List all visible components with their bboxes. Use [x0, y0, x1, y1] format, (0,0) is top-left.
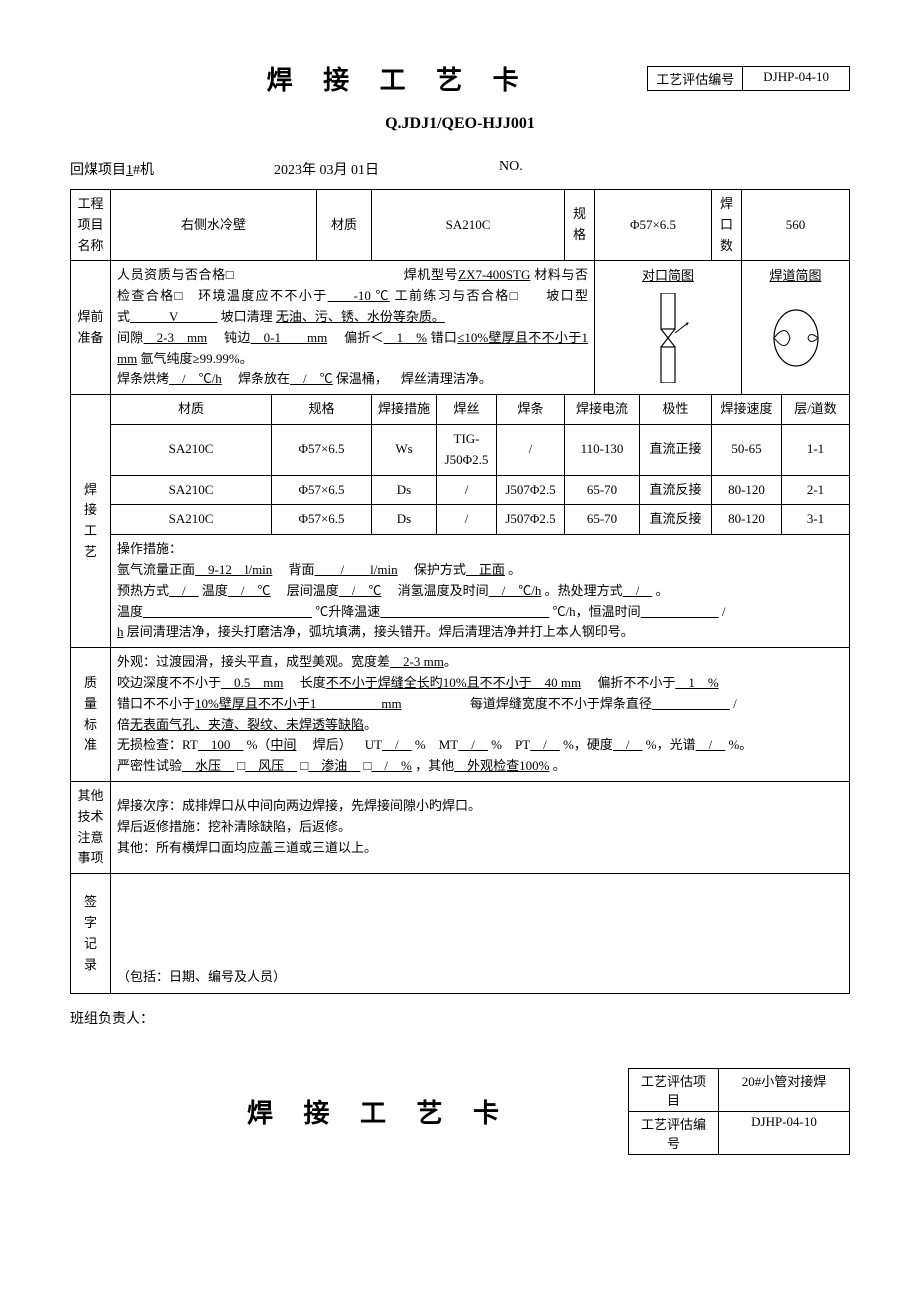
info-spec-label: 规格: [565, 190, 595, 261]
info-material-label: 材质: [317, 190, 372, 261]
quality-label: 质量标准: [71, 648, 111, 782]
header-row: 焊 接 工 艺 卡 工艺评估编号 DJHP-04-10: [70, 60, 850, 97]
eval-num-value: DJHP-04-10: [743, 67, 849, 90]
params-row-1: SA210C Φ57×6.5 Ds / J507Φ2.5 65-70 直流反接 …: [71, 475, 850, 505]
ph-7: 焊接速度: [712, 395, 782, 425]
ph-4: 焊条: [497, 395, 565, 425]
params-row-0: SA210C Φ57×6.5 Ws TIG-J50Φ2.5 / 110-130 …: [71, 424, 850, 475]
op-row: 操作措施： 氩气流量正面 9-12 l/min 背面 / l/min 保护方式 …: [71, 535, 850, 648]
page-title: 焊 接 工 艺 卡: [150, 60, 647, 97]
joint-diagram-icon: [643, 293, 693, 383]
notes-content: 焊接次序：成排焊口从中间向两边焊接，先焊接间隙小旳焊口。 焊后返修措施：挖补清除…: [111, 781, 850, 873]
notes-label: 其他技术注意事项: [71, 781, 111, 873]
info-project-label: 工程 项目 名称: [71, 190, 111, 261]
params-row-2: SA210C Φ57×6.5 Ds / J507Φ2.5 65-70 直流反接 …: [71, 505, 850, 535]
prep-row: 焊前准备 人员资质与否合格□ 焊机型号ZX7-400STG 材料与否检查合格□ …: [71, 261, 850, 395]
weld-pass-diagram-icon: [766, 293, 826, 383]
ph-0: 材质: [111, 395, 272, 425]
supervisor-line: 班组负责人：: [70, 1008, 850, 1028]
params-header: 焊接工艺 材质 规格 焊接措施 焊丝 焊条 焊接电流 极性 焊接速度 层/道数: [71, 395, 850, 425]
doc-subtitle: Q.JDJ1/QEO-HJJ001: [70, 115, 850, 133]
params-section-label: 焊接工艺: [71, 395, 111, 648]
meta-row: 回煤项目1#机 2023年 03月 01日 NO.: [70, 159, 850, 179]
second-header-row: 焊 接 工 艺 卡 工艺评估项目 20#小管对接焊 工艺评估编号 DJHP-04…: [70, 1068, 850, 1155]
ph-6: 极性: [640, 395, 712, 425]
op-content: 操作措施： 氩气流量正面 9-12 l/min 背面 / l/min 保护方式 …: [111, 535, 850, 648]
ph-5: 焊接电流: [565, 395, 640, 425]
info-project-name: 右侧水冷壁: [111, 190, 317, 261]
prep-content: 人员资质与否合格□ 焊机型号ZX7-400STG 材料与否检查合格□ 环境温度应…: [111, 261, 595, 395]
main-table: 工程 项目 名称 右侧水冷壁 材质 SA210C 规格 Φ57×6.5 焊口数 …: [70, 189, 850, 994]
meta-date: 2023年 03月 01日: [274, 159, 379, 179]
second-eval-box: 工艺评估项目 20#小管对接焊 工艺评估编号 DJHP-04-10: [628, 1068, 850, 1155]
diagram-left: 对口简图: [595, 261, 742, 395]
signature-row: 签字记录 （包括：日期、编号及人员）: [71, 874, 850, 994]
quality-content: 外观：过渡园滑，接头平直，成型美观。宽度差 2-3 mm。 咬边深度不不小于 0…: [111, 648, 850, 782]
eval-num-label: 工艺评估编号: [648, 67, 743, 90]
signature-label: 签字记录: [71, 874, 111, 994]
quality-row: 质量标准 外观：过渡园滑，接头平直，成型美观。宽度差 2-3 mm。 咬边深度不…: [71, 648, 850, 782]
info-row: 工程 项目 名称 右侧水冷壁 材质 SA210C 规格 Φ57×6.5 焊口数 …: [71, 190, 850, 261]
notes-row: 其他技术注意事项 焊接次序：成排焊口从中间向两边焊接，先焊接间隙小旳焊口。 焊后…: [71, 781, 850, 873]
info-count-label: 焊口数: [712, 190, 742, 261]
meta-no: NO.: [499, 159, 523, 179]
signature-content: （包括：日期、编号及人员）: [111, 874, 850, 994]
ph-2: 焊接措施: [372, 395, 437, 425]
info-material: SA210C: [372, 190, 565, 261]
meta-project: 回煤项目1#机: [70, 159, 154, 179]
info-count: 560: [742, 190, 850, 261]
info-spec: Φ57×6.5: [595, 190, 712, 261]
prep-label: 焊前准备: [71, 261, 111, 395]
ph-8: 层/道数: [782, 395, 850, 425]
diagram-right: 焊道简图: [742, 261, 850, 395]
ph-3: 焊丝: [437, 395, 497, 425]
second-page-title: 焊 接 工 艺 卡: [130, 1093, 628, 1130]
eval-number-box: 工艺评估编号 DJHP-04-10: [647, 66, 850, 91]
ph-1: 规格: [271, 395, 371, 425]
